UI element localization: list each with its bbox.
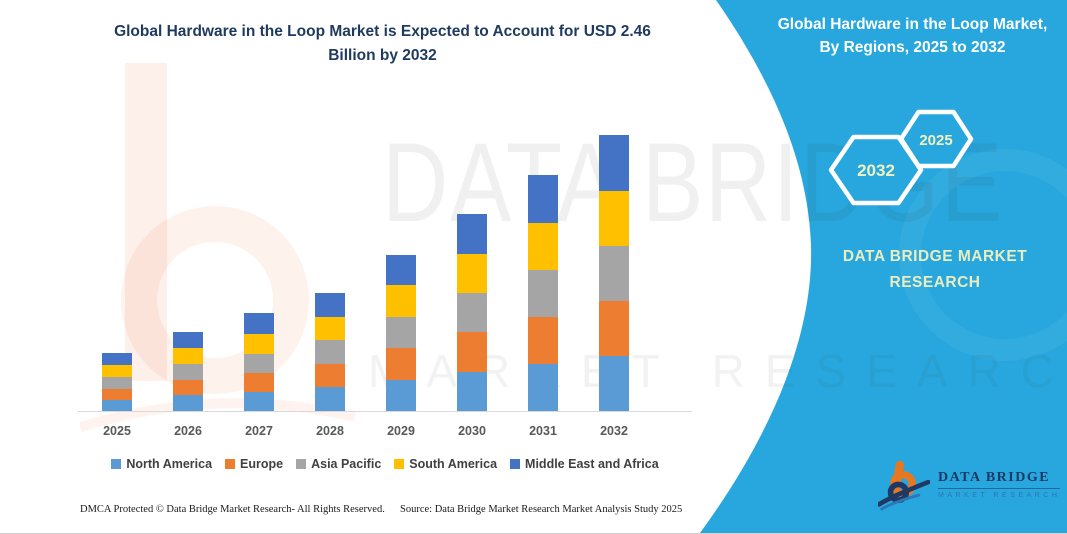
bar-segment-south-america-2029 [386,285,416,317]
bar-segment-south-america-2030 [457,253,487,294]
legend-label: North America [126,457,213,471]
hexagon-2032 [828,134,924,206]
bar-segment-europe-2032 [599,301,629,357]
legend-label: Middle East and Africa [525,457,659,471]
bar-segment-north-america-2029 [386,379,416,411]
bar-segment-asia-pacific-2027 [244,353,274,373]
bar-segment-europe-2027 [244,372,274,392]
legend-item-north-america: North America [111,457,212,471]
bar-segment-middle-east-and-africa-2030 [457,213,487,254]
databridge-logo: DATA BRIDGE MARKET RESEARCH [878,456,1061,512]
logo-name-text: DATA BRIDGE [938,470,1061,489]
bar-segment-middle-east-and-africa-2025 [102,352,132,365]
bar-segment-asia-pacific-2031 [528,269,558,317]
databridge-logo-icon [878,460,930,511]
x-axis-label-2032: 2032 [600,424,628,438]
bar-segment-north-america-2028 [315,387,345,411]
bar-segment-europe-2028 [315,363,345,388]
bar-segment-europe-2031 [528,316,558,364]
x-axis-line [78,411,692,412]
bar-segment-south-america-2031 [528,222,558,270]
bar-segment-middle-east-and-africa-2032 [599,135,629,192]
x-axis-label-2028: 2028 [316,424,344,438]
bar-segment-asia-pacific-2029 [386,316,416,349]
bar-segment-middle-east-and-africa-2028 [315,293,345,317]
bar-segment-north-america-2026 [173,395,203,411]
bar-segment-south-america-2027 [244,333,274,354]
bar-segment-middle-east-and-africa-2031 [528,175,558,223]
bar-segment-north-america-2030 [457,371,487,411]
legend-item-south-america: South America [394,457,497,471]
bar-segment-south-america-2032 [599,191,629,247]
bar-segment-north-america-2032 [599,356,629,411]
legend-marker-icon [394,459,405,469]
bar-segment-north-america-2031 [528,363,558,411]
bar-segment-asia-pacific-2032 [599,246,629,302]
legend-marker-icon [225,459,236,469]
bar-segment-north-america-2025 [102,399,132,411]
legend-marker-icon [510,459,521,469]
footer-source: Source: Data Bridge Market Research Mark… [400,504,683,515]
bar-segment-middle-east-and-africa-2029 [386,255,416,286]
chart-title: Global Hardware in the Loop Market is Ex… [114,23,651,65]
panel-brand-text: DATA BRIDGE MARKET RESEARCH [842,248,1028,292]
hexagon-2025 [898,109,974,169]
logo-subtitle-text: MARKET RESEARCH [938,491,1061,499]
x-axis-label-2031: 2031 [529,424,557,438]
panel-title: Global Hardware in the Loop Market, By R… [777,16,1048,57]
x-axis-label-2026: 2026 [174,424,202,438]
legend-marker-icon [296,459,307,469]
chart-area [85,130,685,411]
footer-copyright: DMCA Protected © Data Bridge Market Rese… [80,504,385,515]
x-axis-label-2027: 2027 [245,424,273,438]
hexagon-year-2032: 2032 [857,161,895,180]
legend-label: South America [409,457,498,471]
bar-segment-south-america-2028 [315,316,345,341]
bar-segment-europe-2029 [386,348,416,380]
x-axis-label-2029: 2029 [387,424,415,438]
bar-segment-middle-east-and-africa-2027 [244,313,274,334]
bar-segment-south-america-2025 [102,365,132,378]
hexagon-year-2025: 2025 [919,132,952,149]
year-hexagons: 2032 2025 [828,109,974,206]
legend-marker-icon [111,459,122,469]
legend-label: Europe [240,457,284,471]
bar-segment-south-america-2026 [173,348,203,364]
legend-label: Asia Pacific [311,457,382,471]
x-axis-label-2030: 2030 [458,424,486,438]
bar-segment-europe-2025 [102,388,132,400]
x-axis-label-2025: 2025 [103,424,131,438]
bar-segment-middle-east-and-africa-2026 [173,332,203,349]
legend-item-middle-east-and-africa: Middle East and Africa [510,457,659,471]
x-axis-labels: 2025 2026 2027 2028 2029 2030 2031 2032 [85,424,685,442]
bar-segment-asia-pacific-2026 [173,363,203,380]
bar-segment-asia-pacific-2030 [457,293,487,333]
legend-item-europe: Europe [225,457,283,471]
bar-segment-asia-pacific-2025 [102,377,132,389]
bar-segment-europe-2030 [457,332,487,372]
bar-segment-europe-2026 [173,379,203,396]
chart-legend: North America Europe Asia Pacific South Ame… [60,457,710,471]
bar-segment-asia-pacific-2028 [315,340,345,364]
legend-item-asia-pacific: Asia Pacific [296,457,381,471]
bar-segment-north-america-2027 [244,391,274,411]
